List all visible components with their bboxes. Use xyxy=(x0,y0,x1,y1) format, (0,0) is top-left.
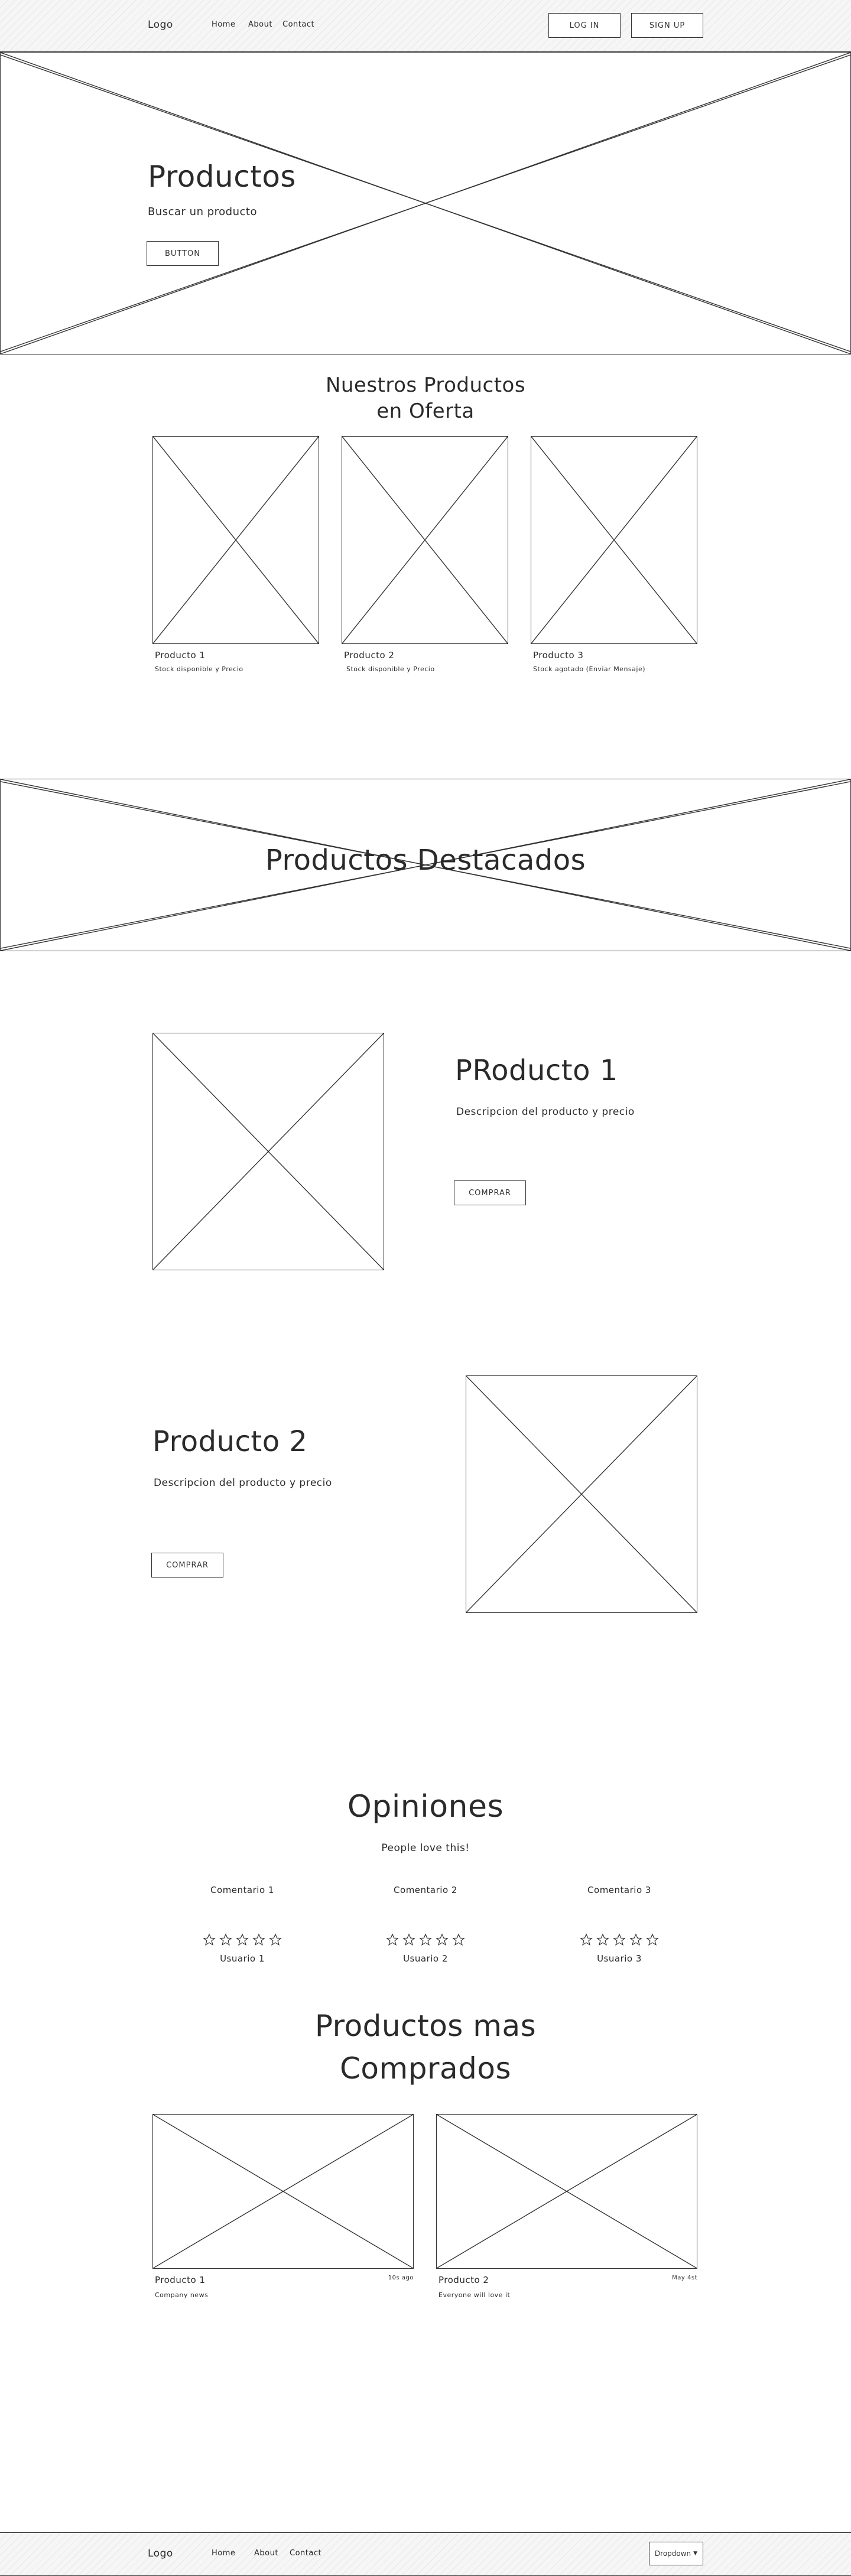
best-sellers-title-line1: Productos mas xyxy=(314,2009,537,2043)
offer-card-name-3: Producto 3 xyxy=(533,650,584,661)
opinion-comment-2: Comentario 2 xyxy=(394,1885,457,1895)
best-seller-image-1[interactable] xyxy=(152,2114,414,2269)
best-seller-tag-1: 10s ago xyxy=(388,2275,414,2281)
offers-title-line1: Nuestros Productos xyxy=(325,373,526,397)
best-seller-name-1: Producto 1 xyxy=(155,2275,206,2285)
star-icon xyxy=(402,1933,415,1946)
offer-card-name-1: Producto 1 xyxy=(155,650,206,661)
star-icon xyxy=(613,1933,626,1946)
featured-product-title-1: PRoducto 1 xyxy=(455,1054,618,1087)
star-icon xyxy=(436,1933,449,1946)
footer-dropdown-label: Dropdown xyxy=(654,2549,691,2558)
header-logo[interactable]: Logo xyxy=(148,19,173,31)
offer-card-desc-2: Stock disponible y Precio xyxy=(346,665,435,673)
featured-product-desc-1: Descripcion del producto y precio xyxy=(456,1106,635,1118)
offers-title-line2: en Oferta xyxy=(376,399,475,423)
star-icon xyxy=(252,1933,265,1946)
best-sellers-title-line2: Comprados xyxy=(339,2051,512,2086)
hero-button[interactable]: BUTTON xyxy=(147,241,219,266)
star-icon xyxy=(219,1933,232,1946)
star-icon xyxy=(646,1933,659,1946)
opinion-user-2: Usuario 2 xyxy=(403,1953,448,1964)
footer-nav-link-contact[interactable]: Contact xyxy=(290,2549,322,2558)
offer-card-image-1[interactable] xyxy=(152,436,319,644)
header-bar xyxy=(0,0,851,52)
featured-buy-button-1[interactable]: COMPRAR xyxy=(454,1180,526,1205)
chevron-down-icon: ▼ xyxy=(693,2551,698,2557)
opinion-comment-3: Comentario 3 xyxy=(587,1885,651,1895)
featured-product-image-2[interactable] xyxy=(466,1375,697,1613)
login-button[interactable]: LOG IN xyxy=(548,13,621,38)
best-seller-image-2[interactable] xyxy=(436,2114,697,2269)
hero-placeholder-x xyxy=(1,53,850,354)
footer-nav-link-home[interactable]: Home xyxy=(212,2549,236,2558)
featured-product-2-placeholder-x xyxy=(466,1376,697,1612)
footer-nav-link-about[interactable]: About xyxy=(254,2549,278,2558)
featured-product-desc-2: Descripcion del producto y precio xyxy=(154,1477,332,1489)
nav-link-contact[interactable]: Contact xyxy=(282,20,315,29)
offer-card-desc-3: Stock agotado (Enviar Mensaje) xyxy=(533,665,646,673)
star-icon xyxy=(419,1933,432,1946)
best-seller-desc-2: Everyone will love it xyxy=(439,2291,511,2299)
hero-title: Productos xyxy=(148,160,296,194)
star-icon xyxy=(452,1933,465,1946)
opinion-user-1: Usuario 1 xyxy=(220,1953,265,1964)
best-seller-desc-1: Company news xyxy=(155,2291,209,2299)
footer-bar xyxy=(0,2532,851,2576)
featured-banner-placeholder-x xyxy=(1,779,850,951)
offer-card-name-2: Producto 2 xyxy=(344,650,395,661)
opinion-rating-2 xyxy=(337,1933,514,1949)
offer-card-1-placeholder-x xyxy=(153,437,319,643)
star-icon xyxy=(236,1933,249,1946)
footer-dropdown[interactable]: Dropdown ▼ xyxy=(649,2542,703,2565)
best-seller-tag-2: May 4st xyxy=(672,2275,697,2281)
featured-product-image-1[interactable] xyxy=(152,1033,384,1270)
opinions-subtitle: People love this! xyxy=(381,1842,470,1854)
featured-banner-title: Productos Destacados xyxy=(265,844,586,877)
star-icon xyxy=(269,1933,282,1946)
best-seller-2-placeholder-x xyxy=(437,2115,697,2268)
hero-image-placeholder xyxy=(0,52,851,354)
signup-button[interactable]: SIGN UP xyxy=(631,13,703,38)
opinion-rating-1 xyxy=(154,1933,331,1949)
opinion-rating-3 xyxy=(531,1933,708,1949)
offer-card-desc-1: Stock disponible y Precio xyxy=(155,665,243,673)
best-seller-name-2: Producto 2 xyxy=(439,2275,489,2285)
star-icon xyxy=(386,1933,399,1946)
featured-product-1-placeholder-x xyxy=(153,1033,384,1270)
opinion-user-3: Usuario 3 xyxy=(597,1953,642,1964)
featured-buy-button-2[interactable]: COMPRAR xyxy=(151,1553,223,1578)
hero-subtitle: Buscar un producto xyxy=(148,206,257,218)
offer-card-3-placeholder-x xyxy=(531,437,697,643)
offer-card-image-2[interactable] xyxy=(342,436,508,644)
star-icon xyxy=(596,1933,609,1946)
star-icon xyxy=(203,1933,216,1946)
opinion-comment-1: Comentario 1 xyxy=(210,1885,274,1895)
star-icon xyxy=(629,1933,642,1946)
footer-logo[interactable]: Logo xyxy=(148,2548,173,2559)
best-seller-1-placeholder-x xyxy=(153,2115,413,2268)
featured-banner-placeholder xyxy=(0,779,851,951)
offer-card-image-3[interactable] xyxy=(531,436,697,644)
nav-link-home[interactable]: Home xyxy=(212,20,236,29)
nav-link-about[interactable]: About xyxy=(248,20,272,29)
offer-card-2-placeholder-x xyxy=(342,437,508,643)
star-icon xyxy=(580,1933,593,1946)
featured-product-title-2: Producto 2 xyxy=(152,1425,308,1458)
opinions-title: Opiniones xyxy=(347,1789,504,1824)
